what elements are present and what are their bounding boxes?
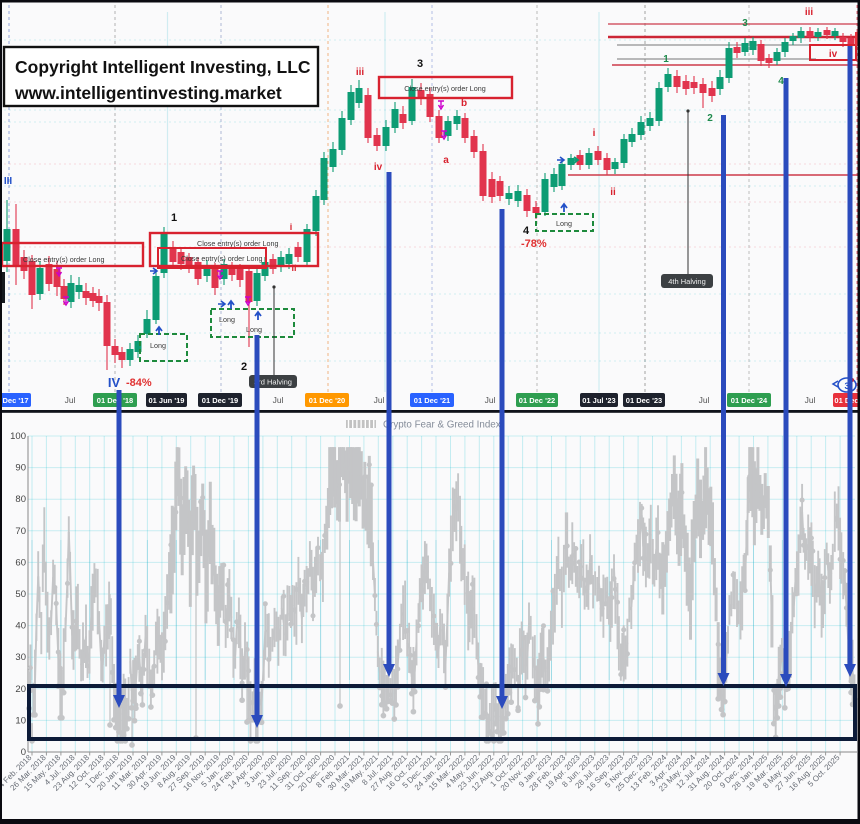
svg-text:01 Dec '23: 01 Dec '23: [626, 396, 662, 405]
svg-text:Close entry(s) order Long: Close entry(s) order Long: [197, 239, 279, 248]
svg-text:3: 3: [844, 381, 849, 391]
svg-text:Close entry(s) order Long: Close entry(s) order Long: [23, 255, 105, 264]
svg-text:1: 1: [663, 54, 669, 65]
svg-text:01 Jul '23: 01 Jul '23: [582, 396, 615, 405]
svg-text:b: b: [461, 98, 467, 109]
svg-text:01 Jun '19: 01 Jun '19: [149, 396, 185, 405]
svg-text:01 Dec '24: 01 Dec '24: [731, 396, 768, 405]
svg-text:Jul: Jul: [65, 395, 76, 405]
svg-text:www.intelligentinvesting.marke: www.intelligentinvesting.market: [14, 83, 282, 103]
svg-text:70: 70: [15, 526, 26, 537]
svg-text:01 Dec '22: 01 Dec '22: [519, 396, 555, 405]
svg-text:Jul: Jul: [805, 395, 816, 405]
svg-text:Crypto Fear & Greed Index: Crypto Fear & Greed Index: [383, 420, 501, 431]
svg-text:Jul: Jul: [273, 395, 284, 405]
svg-text:10: 10: [15, 715, 26, 726]
svg-text:20: 20: [15, 684, 26, 695]
svg-text:80: 80: [15, 494, 26, 505]
svg-text:60: 60: [15, 557, 26, 568]
svg-text:Jul: Jul: [485, 395, 496, 405]
svg-text:3: 3: [742, 18, 748, 29]
svg-text:50: 50: [15, 589, 26, 600]
svg-text:III: III: [4, 176, 13, 187]
svg-text:3rd Halving: 3rd Halving: [254, 378, 292, 387]
svg-text:Jul: Jul: [699, 395, 710, 405]
svg-text:Jul: Jul: [374, 395, 385, 405]
svg-text:40: 40: [15, 621, 26, 632]
svg-text:a: a: [443, 155, 449, 166]
svg-text:4th Halving: 4th Halving: [668, 277, 706, 286]
svg-text:-84%: -84%: [126, 377, 152, 389]
svg-text:ii: ii: [291, 263, 296, 273]
svg-text:Close entry(s) order Long: Close entry(s) order Long: [181, 254, 263, 263]
svg-text:100: 100: [10, 431, 26, 442]
svg-text:iii: iii: [356, 67, 365, 78]
svg-text:ii: ii: [610, 187, 616, 198]
svg-text:2: 2: [707, 113, 713, 124]
svg-text:i: i: [593, 128, 596, 139]
svg-text:Dec '17: Dec '17: [3, 396, 29, 405]
svg-text:0: 0: [21, 747, 26, 758]
svg-text:3: 3: [417, 58, 423, 70]
svg-text:Long: Long: [219, 315, 235, 324]
svg-text:iii: iii: [805, 7, 814, 18]
svg-text:01 Dec '20: 01 Dec '20: [309, 396, 345, 405]
svg-text:30: 30: [15, 652, 26, 663]
svg-text:iv: iv: [374, 162, 383, 173]
svg-text:4: 4: [778, 76, 784, 87]
svg-text:-78%: -78%: [521, 238, 547, 250]
svg-text:Long: Long: [246, 325, 262, 334]
svg-text:Long: Long: [150, 341, 166, 350]
svg-text:IV: IV: [108, 375, 121, 390]
svg-text:1: 1: [171, 212, 177, 224]
svg-text:4: 4: [523, 225, 530, 237]
svg-text:Long: Long: [556, 219, 572, 228]
svg-text:iv: iv: [829, 49, 838, 60]
svg-text:01 Dec '18: 01 Dec '18: [97, 396, 133, 405]
svg-text:i: i: [290, 222, 293, 232]
svg-text:01 Dec '19: 01 Dec '19: [202, 396, 238, 405]
svg-text:01 Dec: 01 Dec: [834, 396, 858, 405]
svg-text:Close entry(s) order Long: Close entry(s) order Long: [404, 84, 486, 93]
svg-text:2: 2: [241, 361, 247, 373]
svg-text:01 Dec '21: 01 Dec '21: [414, 396, 450, 405]
svg-text:90: 90: [15, 463, 26, 474]
svg-text:Copyright Intelligent Investin: Copyright Intelligent Investing, LLC: [15, 57, 311, 77]
